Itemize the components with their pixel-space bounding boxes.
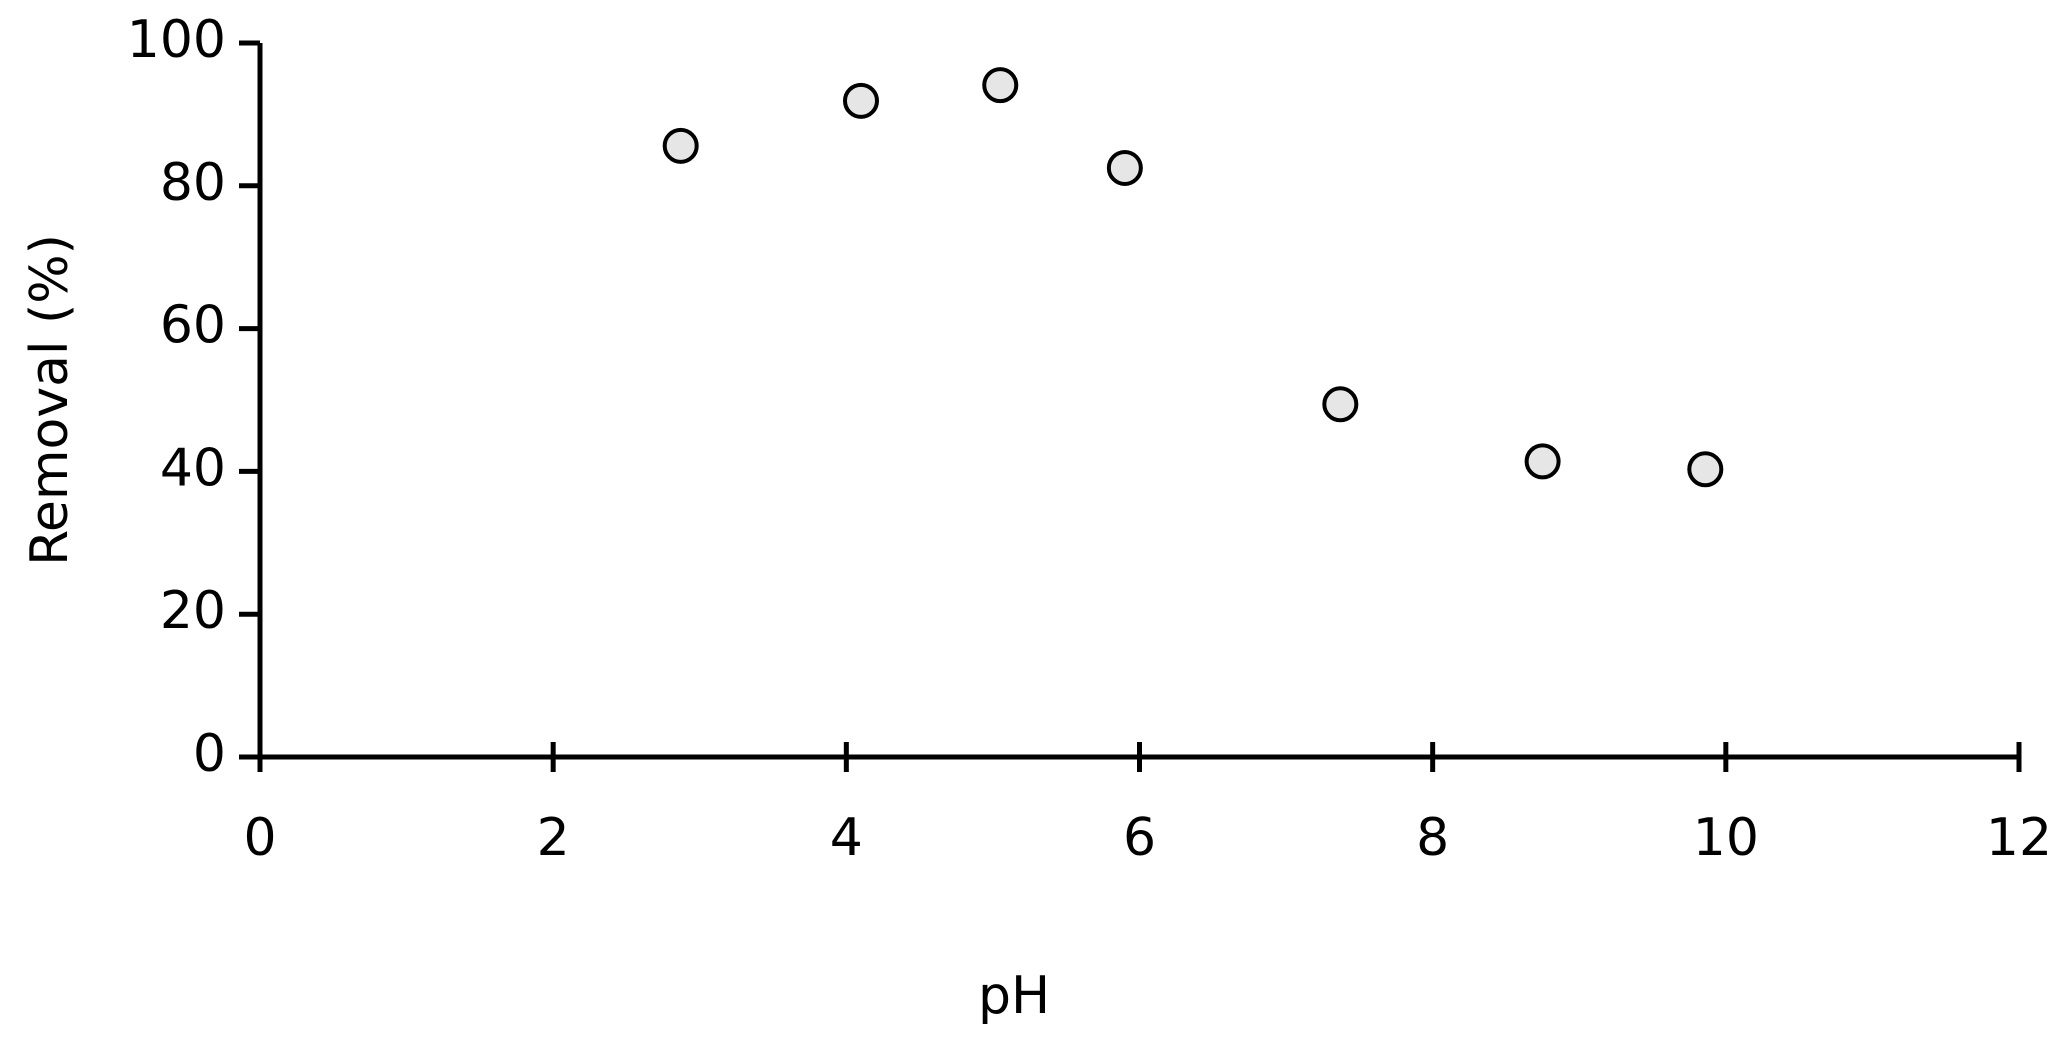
- data-point: [1322, 386, 1359, 423]
- x-tick-label: 8: [1416, 808, 1449, 868]
- data-point: [1106, 149, 1143, 186]
- x-tick-label: 6: [1123, 808, 1156, 868]
- data-point: [982, 67, 1019, 104]
- y-tick-label: 100: [127, 10, 226, 70]
- y-tick-label: 80: [160, 153, 226, 213]
- y-tick-label: 60: [160, 296, 226, 356]
- x-tick-label: 2: [537, 808, 570, 868]
- x-tick-label: 12: [1986, 808, 2052, 868]
- data-point: [662, 127, 699, 164]
- y-tick-label: 0: [193, 724, 226, 784]
- y-tick-label: 40: [160, 438, 226, 498]
- data-point: [1524, 443, 1561, 480]
- data-point: [842, 82, 879, 119]
- x-tick-label: 4: [830, 808, 863, 868]
- y-axis-title: Removal (%): [20, 234, 80, 566]
- x-axis-title: pH: [978, 966, 1050, 1026]
- data-point: [1687, 451, 1724, 488]
- y-tick-label: 20: [160, 581, 226, 641]
- x-tick-label: 0: [243, 808, 276, 868]
- x-tick-label: 10: [1693, 808, 1759, 868]
